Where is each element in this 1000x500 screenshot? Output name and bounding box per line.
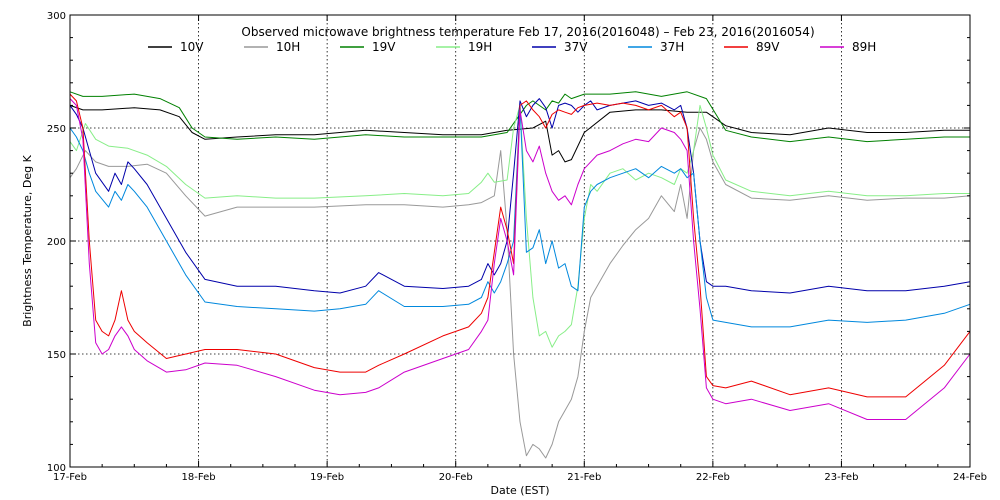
series-layer [69,91,971,459]
x-axis-label: Date (EST) [490,484,549,497]
x-tick-label: 23-Feb [824,472,858,483]
series-line-10h [69,127,971,459]
series-line-19v [69,91,970,143]
x-tick-label: 21-Feb [567,472,601,483]
y-axis-ticks: 100 150 200 250 300 [47,11,970,474]
x-tick-label: 20-Feb [439,472,473,483]
legend-label-37v: 37V [564,40,588,54]
y-tick-label: 100 [47,463,66,474]
y-tick-label: 200 [47,237,66,248]
grid [70,15,970,467]
legend-label-19v: 19V [372,40,396,54]
series-line-19h [69,104,970,348]
chart-title: Observed microwave brightness temperatur… [241,25,814,39]
y-tick-label: 150 [47,350,66,361]
legend-label-10v: 10V [180,40,204,54]
legend-label-19h: 19H [468,40,492,54]
legend-label-89v: 89V [756,40,780,54]
legend-label-89h: 89H [852,40,876,54]
x-tick-label: 22-Feb [696,472,730,483]
legend: 10V 10H 19V 19H 37V 37H 89V 89H [148,40,876,54]
y-tick-label: 300 [47,11,66,22]
x-tick-label: 19-Feb [310,472,344,483]
x-tick-label: 18-Feb [182,472,216,483]
series-line-10v [69,104,970,163]
legend-label-10h: 10H [276,40,300,54]
series-line-89v [69,93,971,398]
series-line-37h [69,104,971,328]
y-tick-label: 250 [47,124,66,135]
x-tick-label: 17-Feb [53,472,87,483]
series-line-89h [69,98,971,420]
x-axis-ticks: 17-Feb 18-Feb 19-Feb 20-Feb 21-Feb 22-Feb 23-F… [53,15,987,483]
x-tick-label: 24-Feb [953,472,987,483]
y-axis-label: Brightness Temperature, Deg K [21,154,34,326]
legend-label-37h: 37H [660,40,684,54]
